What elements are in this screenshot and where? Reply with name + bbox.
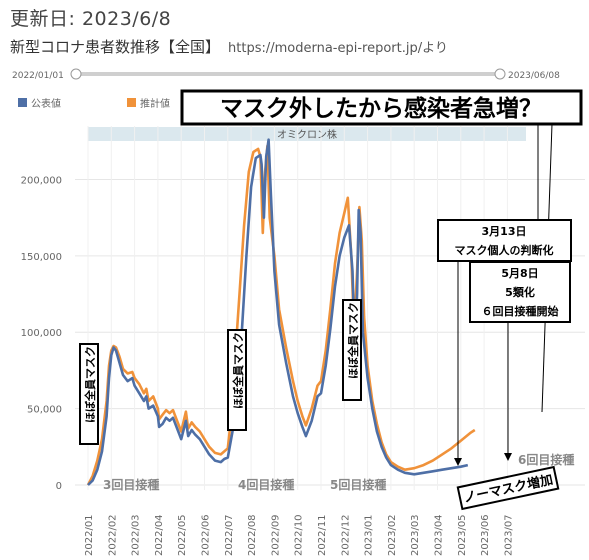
x-tick-label: 2022/09: [270, 514, 281, 556]
mask-note-1: ほぼ全員マスク: [79, 343, 99, 445]
x-tick-label: 2022/12: [340, 514, 351, 556]
x-tick-label: 2022/02: [107, 514, 118, 556]
y-tick-label: 0: [56, 481, 62, 492]
nomask-note: ノーマスク増加: [456, 465, 560, 511]
mask-note-3-text: ほぼ全員マスク: [346, 302, 360, 379]
mask-note-3: ほぼ全員マスク: [342, 299, 362, 401]
may8-line2: 5類化: [505, 285, 535, 299]
x-tick-label: 2023/02: [387, 514, 398, 556]
mask-note-2-text: ほぼ全員マスク: [231, 332, 245, 409]
x-tick-label: 2022/03: [131, 514, 142, 556]
x-axis-ticks: 2022/01 2022/02 2022/03 2022/04 2022/05 2022/…: [84, 514, 514, 556]
may8-arrowhead: [504, 453, 512, 461]
callout-title: マスク外したから感染者急増？: [180, 89, 583, 126]
y-tick-label: 150,000: [21, 252, 62, 263]
march13-note: 3月13日 マスク個人の判断化: [437, 219, 572, 262]
may8-line1: 5月8日: [501, 267, 538, 280]
series-line-official: [87, 138, 469, 486]
vax6-label: 6回目接種: [518, 452, 574, 467]
march13-arrowhead: [454, 458, 462, 466]
callout-title-text: マスク外したから感染者急増？: [220, 95, 542, 122]
march13-line2: マスク個人の判断化: [455, 243, 554, 257]
y-tick-label: 50,000: [27, 405, 62, 416]
mask-note-2: ほぼ全員マスク: [227, 329, 247, 431]
slider-handle-start[interactable]: [70, 68, 82, 80]
chart-heading: 新型コロナ患者数推移【全国】: [10, 38, 221, 56]
legend-label-official: 公表値: [31, 97, 61, 110]
x-tick-label: 2022/04: [154, 514, 165, 556]
x-tick-label: 2022/01: [84, 514, 95, 556]
vax4-label: 4回目接種: [238, 477, 294, 492]
legend: 公表値 推計値: [18, 97, 170, 110]
x-tick-label: 2023/03: [410, 514, 421, 556]
omicron-band: [88, 127, 526, 141]
page-title: 新型コロナ患者数推移【全国】 https://moderna-epi-report…: [10, 36, 448, 57]
y-tick-label: 200,000: [21, 175, 62, 186]
may8-note: 5月8日 5類化 ６回目接種開始: [469, 261, 571, 323]
x-tick-label: 2022/05: [177, 514, 188, 556]
updated-date: 更新日: 2023/6/8: [10, 8, 172, 30]
x-tick-label: 2023/07: [503, 514, 514, 556]
x-tick-label: 2022/06: [201, 514, 212, 556]
omicron-band-label: オミクロン株: [277, 128, 337, 141]
x-tick-label: 2022/07: [224, 514, 235, 556]
series-line-estimated: [86, 144, 476, 486]
mask-note-1-text: ほぼ全員マスク: [83, 346, 97, 423]
x-tick-label: 2022/08: [247, 514, 258, 556]
vax3-label: 3回目接種: [103, 477, 159, 492]
legend-swatch-official: [18, 98, 27, 107]
legend-swatch-estimated: [127, 98, 136, 107]
source-link[interactable]: https://moderna-epi-report.jp/より: [228, 41, 448, 56]
y-axis-ticks: 0 50,000 100,000 150,000 200,000: [21, 175, 62, 492]
x-tick-label: 2023/01: [364, 514, 375, 556]
x-tick-label: 2022/10: [294, 514, 305, 556]
slider-end-label: 2023/06/08: [508, 71, 560, 81]
slider-start-label: 2022/01/01: [12, 71, 64, 81]
date-range-slider[interactable]: 2022/01/01 2023/06/08: [12, 68, 560, 81]
x-tick-label: 2023/06: [480, 514, 491, 556]
march13-line1: 3月13日: [482, 225, 527, 238]
series-lines: [86, 138, 476, 486]
x-tick-label: 2022/11: [317, 514, 328, 556]
x-tick-label: 2023/05: [457, 514, 468, 556]
y-tick-label: 100,000: [21, 328, 62, 339]
legend-label-estimated: 推計値: [140, 97, 170, 110]
vax5-label: 5回目接種: [330, 477, 386, 492]
may8-line3: ６回目接種開始: [482, 304, 559, 318]
slider-handle-end[interactable]: [494, 68, 506, 80]
x-tick-label: 2023/04: [434, 514, 445, 556]
